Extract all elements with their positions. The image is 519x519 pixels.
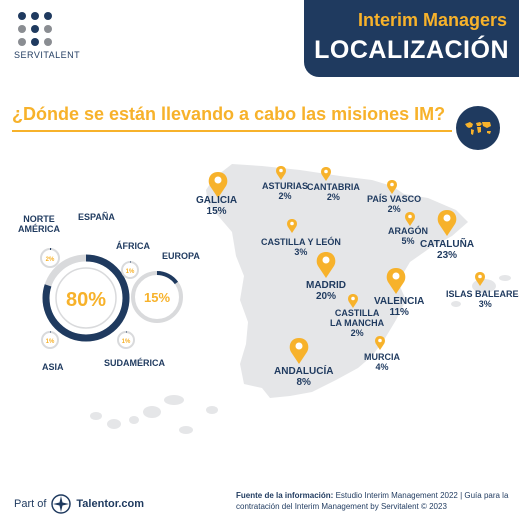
region-label-murcia: MURCIA 4% — [364, 352, 400, 372]
region-label-andalucia: ANDALUCÍA 8% — [274, 366, 334, 388]
norte-america-value-text: 2% — [46, 257, 55, 263]
logo-dots-icon — [18, 12, 74, 46]
africa-value-text: 1% — [126, 269, 135, 275]
pin-cataluna-icon — [437, 210, 457, 236]
header-title-top: Interim Managers — [357, 10, 507, 30]
spain-mainland-shape — [206, 164, 468, 398]
question-underline — [12, 130, 452, 132]
footer-source: Fuente de la información: Estudio Interi… — [236, 490, 512, 512]
footer-source-text: Estudio Interim Management 2022 | Guía p… — [236, 491, 509, 511]
footer-part-of: Part of Talentor.com — [14, 493, 144, 515]
continent-label-espana: ESPAÑA — [78, 212, 115, 222]
pin-valencia-icon — [386, 268, 406, 294]
region-label-islas-baleares: ISLAS BALEARES 3% — [446, 289, 519, 309]
europa-value-text: 15% — [144, 290, 170, 305]
footer-source-label: Fuente de la información: — [236, 491, 334, 500]
continent-donuts: 80% 15% 2% 1% 1% 1% — [40, 248, 183, 349]
africa-ring-value — [121, 261, 139, 279]
header-banner: Interim Managers LOCALIZACIÓN — [301, 0, 519, 80]
pin-madrid-icon — [316, 252, 336, 278]
espana-inner-circle — [55, 267, 117, 329]
region-label-castilla-leon: CASTILLA Y LEÓN 3% — [261, 237, 341, 257]
region-label-pais-vasco: PAÍS VASCO 2% — [367, 194, 422, 214]
world-map-icon — [456, 106, 500, 150]
pin-castilla-leon-icon — [287, 219, 297, 233]
pin-andalucia-icon — [289, 338, 309, 364]
pin-castilla-mancha-icon — [348, 294, 358, 308]
continent-label-europa: EUROPA — [162, 251, 200, 261]
talentor-compass-icon — [51, 494, 72, 514]
region-label-cataluna: CATALUÑA 23% — [420, 239, 475, 261]
region-label-asturias: ASTURIAS 2% — [262, 181, 309, 201]
region-label-aragon: ARAGÓN 5% — [388, 226, 428, 246]
region-label-cantabria: CANTABRIA 2% — [307, 182, 360, 202]
canary-islands-shapes — [90, 395, 218, 434]
continent-label-sudamerica: SUDAMÉRICA — [104, 358, 166, 368]
pin-islas-baleares-icon — [475, 272, 485, 286]
pin-murcia-icon — [375, 336, 385, 350]
region-label-valencia: VALENCIA 11% — [374, 296, 425, 318]
servitalent-logo: SERVITALENT — [14, 12, 81, 60]
espana-value-text: 80% — [66, 289, 106, 311]
norte-america-ring-value — [40, 248, 60, 268]
pin-pais-vasco-icon — [387, 180, 397, 194]
pin-asturias-icon — [276, 166, 286, 180]
question-heading: ¿Dónde se están llevando a cabo las misi… — [12, 104, 446, 124]
continent-label-norte-america: NORTE AMÉRICA — [18, 214, 60, 234]
asia-value-text: 1% — [46, 339, 55, 345]
region-label-madrid: MADRID 20% — [306, 280, 346, 302]
spain-map — [90, 164, 511, 434]
ibiza-shape — [451, 301, 461, 307]
pin-cantabria-icon — [321, 167, 331, 181]
sudamerica-value-text: 1% — [122, 339, 131, 345]
footer-part-of-text: Part of — [14, 498, 47, 510]
europa-ring-value — [131, 271, 183, 323]
footer-brand[interactable]: Talentor.com — [76, 498, 145, 510]
menorca-shape — [499, 275, 511, 281]
header-title-main: LOCALIZACIÓN — [314, 36, 509, 64]
espana-ring-value — [42, 254, 130, 342]
sudamerica-ring-value — [117, 331, 135, 349]
pin-aragon-icon — [405, 212, 415, 226]
asia-ring-value — [41, 331, 59, 349]
continent-label-asia: ASIA — [42, 362, 64, 372]
pin-galicia-icon — [208, 172, 228, 198]
region-label-galicia: GALICIA 15% — [196, 195, 238, 217]
logo-text: SERVITALENT — [14, 50, 81, 60]
region-label-castilla-mancha: CASTILLA LA MANCHA 2% — [330, 308, 385, 338]
continent-label-africa: ÁFRICA — [116, 241, 150, 251]
